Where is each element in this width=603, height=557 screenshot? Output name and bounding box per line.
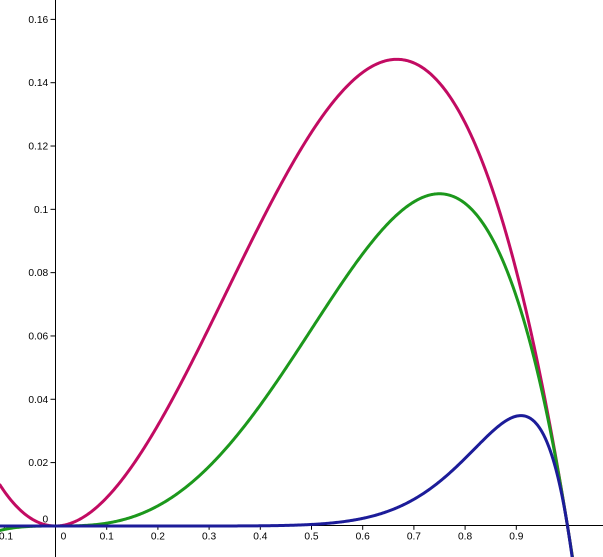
svg-text:0.9: 0.9 [509, 531, 523, 542]
svg-text:0.04: 0.04 [28, 395, 48, 406]
svg-text:0.3: 0.3 [202, 531, 216, 542]
svg-text:0.1: 0.1 [34, 205, 48, 216]
svg-text:0.02: 0.02 [28, 458, 48, 469]
svg-text:0: 0 [61, 531, 67, 542]
svg-text:0.1: 0.1 [100, 531, 114, 542]
svg-text:0.2: 0.2 [151, 531, 165, 542]
svg-text:0.4: 0.4 [253, 531, 267, 542]
svg-text:0.5: 0.5 [304, 531, 318, 542]
svg-text:0.06: 0.06 [28, 331, 48, 342]
svg-text:0.12: 0.12 [28, 142, 48, 153]
svg-text:-0.1: -0.1 [0, 531, 13, 542]
svg-text:0.7: 0.7 [407, 531, 421, 542]
svg-text:0.14: 0.14 [28, 78, 48, 89]
svg-text:0.08: 0.08 [28, 268, 48, 279]
svg-text:0.8: 0.8 [458, 531, 472, 542]
svg-text:0.16: 0.16 [28, 15, 48, 26]
svg-text:0: 0 [43, 514, 49, 525]
svg-text:0.6: 0.6 [356, 531, 370, 542]
